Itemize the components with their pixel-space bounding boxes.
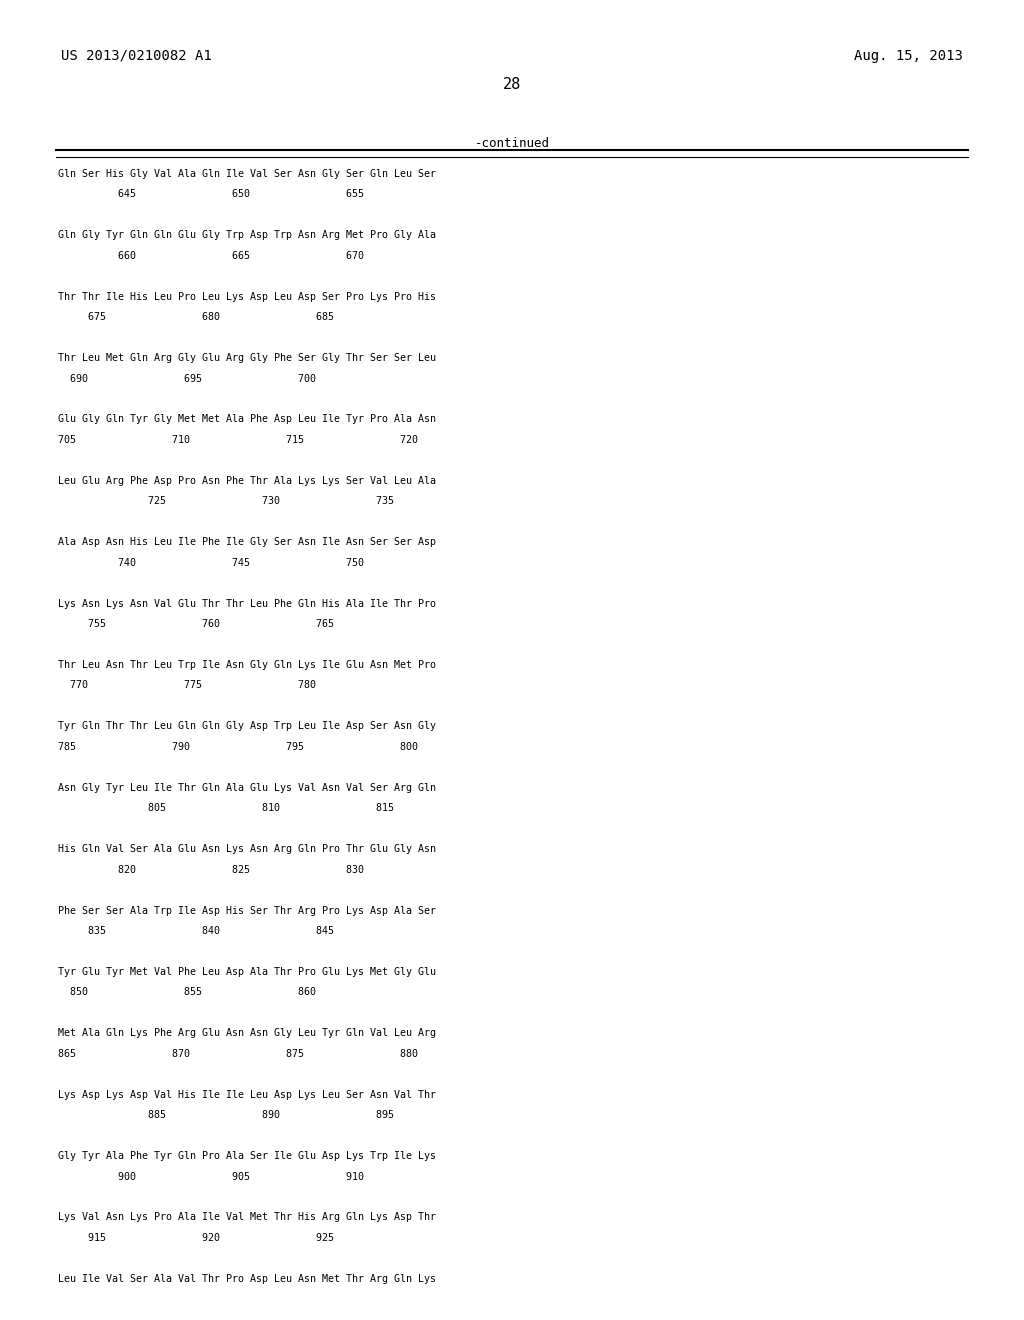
- Text: Gln Ser His Gly Val Ala Gln Ile Val Ser Asn Gly Ser Gln Leu Ser: Gln Ser His Gly Val Ala Gln Ile Val Ser …: [58, 169, 436, 180]
- Text: 805                810                815: 805 810 815: [58, 803, 394, 813]
- Text: 660                665                670: 660 665 670: [58, 251, 365, 261]
- Text: Tyr Glu Tyr Met Val Phe Leu Asp Ala Thr Pro Glu Lys Met Gly Glu: Tyr Glu Tyr Met Val Phe Leu Asp Ala Thr …: [58, 966, 436, 977]
- Text: Gly Tyr Ala Phe Tyr Gln Pro Ala Ser Ile Glu Asp Lys Trp Ile Lys: Gly Tyr Ala Phe Tyr Gln Pro Ala Ser Ile …: [58, 1151, 436, 1162]
- Text: 690                695                700: 690 695 700: [58, 374, 316, 384]
- Text: 850                855                860: 850 855 860: [58, 987, 316, 998]
- Text: Met Ala Gln Lys Phe Arg Glu Asn Asn Gly Leu Tyr Gln Val Leu Arg: Met Ala Gln Lys Phe Arg Glu Asn Asn Gly …: [58, 1028, 436, 1039]
- Text: Gln Gly Tyr Gln Gln Glu Gly Trp Asp Trp Asn Arg Met Pro Gly Ala: Gln Gly Tyr Gln Gln Glu Gly Trp Asp Trp …: [58, 230, 436, 240]
- Text: 740                745                750: 740 745 750: [58, 557, 365, 568]
- Text: 915                920                925: 915 920 925: [58, 1233, 335, 1243]
- Text: Asn Gly Tyr Leu Ile Thr Gln Ala Glu Lys Val Asn Val Ser Arg Gln: Asn Gly Tyr Leu Ile Thr Gln Ala Glu Lys …: [58, 783, 436, 793]
- Text: 865                870                875                880: 865 870 875 880: [58, 1048, 419, 1059]
- Text: Leu Ile Val Ser Ala Val Thr Pro Asp Leu Asn Met Thr Arg Gln Lys: Leu Ile Val Ser Ala Val Thr Pro Asp Leu …: [58, 1274, 436, 1284]
- Text: 885                890                895: 885 890 895: [58, 1110, 394, 1121]
- Text: 785                790                795                800: 785 790 795 800: [58, 742, 419, 752]
- Text: Glu Gly Gln Tyr Gly Met Met Ala Phe Asp Leu Ile Tyr Pro Ala Asn: Glu Gly Gln Tyr Gly Met Met Ala Phe Asp …: [58, 414, 436, 425]
- Text: -continued: -continued: [474, 137, 550, 150]
- Text: Thr Leu Asn Thr Leu Trp Ile Asn Gly Gln Lys Ile Glu Asn Met Pro: Thr Leu Asn Thr Leu Trp Ile Asn Gly Gln …: [58, 660, 436, 671]
- Text: Aug. 15, 2013: Aug. 15, 2013: [854, 49, 963, 63]
- Text: US 2013/0210082 A1: US 2013/0210082 A1: [61, 49, 212, 63]
- Text: Phe Ser Ser Ala Trp Ile Asp His Ser Thr Arg Pro Lys Asp Ala Ser: Phe Ser Ser Ala Trp Ile Asp His Ser Thr …: [58, 906, 436, 916]
- Text: 645                650                655: 645 650 655: [58, 189, 365, 199]
- Text: 28: 28: [503, 77, 521, 91]
- Text: Thr Leu Met Gln Arg Gly Glu Arg Gly Phe Ser Gly Thr Ser Ser Leu: Thr Leu Met Gln Arg Gly Glu Arg Gly Phe …: [58, 354, 436, 363]
- Text: Leu Glu Arg Phe Asp Pro Asn Phe Thr Ala Lys Lys Ser Val Leu Ala: Leu Glu Arg Phe Asp Pro Asn Phe Thr Ala …: [58, 477, 436, 486]
- Text: 770                775                780: 770 775 780: [58, 681, 316, 690]
- Text: 675                680                685: 675 680 685: [58, 313, 335, 322]
- Text: Thr Thr Ile His Leu Pro Leu Lys Asp Leu Asp Ser Pro Lys Pro His: Thr Thr Ile His Leu Pro Leu Lys Asp Leu …: [58, 292, 436, 302]
- Text: Lys Val Asn Lys Pro Ala Ile Val Met Thr His Arg Gln Lys Asp Thr: Lys Val Asn Lys Pro Ala Ile Val Met Thr …: [58, 1212, 436, 1222]
- Text: Tyr Gln Thr Thr Leu Gln Gln Gly Asp Trp Leu Ile Asp Ser Asn Gly: Tyr Gln Thr Thr Leu Gln Gln Gly Asp Trp …: [58, 721, 436, 731]
- Text: Ala Asp Asn His Leu Ile Phe Ile Gly Ser Asn Ile Asn Ser Ser Asp: Ala Asp Asn His Leu Ile Phe Ile Gly Ser …: [58, 537, 436, 548]
- Text: 725                730                735: 725 730 735: [58, 496, 394, 507]
- Text: 755                760                765: 755 760 765: [58, 619, 335, 630]
- Text: 705                710                715                720: 705 710 715 720: [58, 436, 419, 445]
- Text: 835                840                845: 835 840 845: [58, 927, 335, 936]
- Text: Lys Asn Lys Asn Val Glu Thr Thr Leu Phe Gln His Ala Ile Thr Pro: Lys Asn Lys Asn Val Glu Thr Thr Leu Phe …: [58, 599, 436, 609]
- Text: His Gln Val Ser Ala Glu Asn Lys Asn Arg Gln Pro Thr Glu Gly Asn: His Gln Val Ser Ala Glu Asn Lys Asn Arg …: [58, 845, 436, 854]
- Text: 900                905                910: 900 905 910: [58, 1172, 365, 1181]
- Text: 820                825                830: 820 825 830: [58, 865, 365, 875]
- Text: Lys Asp Lys Asp Val His Ile Ile Leu Asp Lys Leu Ser Asn Val Thr: Lys Asp Lys Asp Val His Ile Ile Leu Asp …: [58, 1090, 436, 1100]
